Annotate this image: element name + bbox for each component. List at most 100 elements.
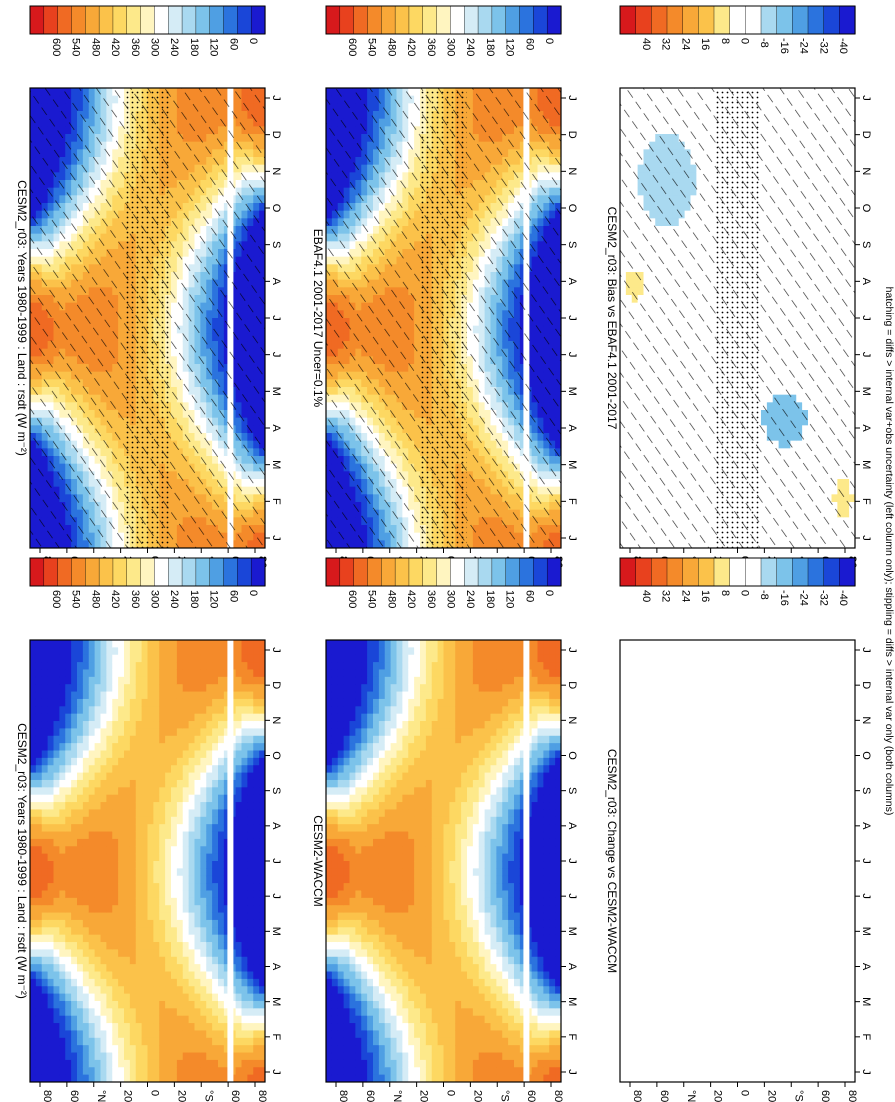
colorbar-label: 240 [168, 590, 180, 608]
month-tick-label: A [860, 822, 872, 830]
colorbar-label: 32 [660, 38, 672, 50]
colorbar-label: 360 [425, 38, 437, 56]
lat-tick-label: 80 [552, 1090, 564, 1102]
colorbar-label: -24 [798, 590, 810, 606]
lat-tick-label: °S [498, 1090, 510, 1102]
colorbar-swatch [237, 557, 252, 587]
colorbar-swatch [745, 5, 762, 35]
colorbar-frame [29, 5, 266, 35]
colorbar-swatch [464, 5, 479, 35]
month-tick-label: J [566, 647, 578, 653]
colorbar-swatch [823, 5, 840, 35]
month-tick-label: O [860, 204, 872, 213]
lat-tick-label: 20 [712, 1090, 724, 1102]
month-tick-label: S [270, 787, 282, 794]
colorbar-swatch [635, 5, 652, 35]
colorbar-swatch [339, 557, 355, 587]
figure-footnote: hatching = diffs > internal var+obs unce… [883, 287, 895, 816]
colorbar-swatch [619, 557, 637, 587]
lat-tick-label: 20 [765, 1090, 777, 1102]
month-tick-label: J [566, 352, 578, 358]
month-tick-label: F [860, 1033, 872, 1040]
colorbar-label: -40 [837, 38, 849, 54]
month-tick-label: J [860, 315, 872, 321]
month-tick-label: O [566, 204, 578, 213]
panel-title: CESM2_r03: Years 1980-1999 : Land : rsdt… [15, 723, 29, 999]
colorbar-label: 480 [89, 38, 101, 56]
month-tick-label: S [566, 241, 578, 248]
colorbar-swatch [505, 5, 521, 35]
month-tick-label: A [860, 963, 872, 971]
colorbar-swatch [729, 557, 746, 587]
colorbar-swatch [422, 5, 438, 35]
colorbar-swatch [381, 557, 396, 587]
colorbar-label: 180 [484, 38, 496, 56]
month-tick-label: N [270, 167, 282, 175]
colorbar-swatch [713, 557, 731, 587]
colorbar-swatch [745, 557, 762, 587]
colorbar-label: 40 [640, 590, 652, 602]
colorbar-label: 60 [227, 38, 239, 50]
colorbar-swatch [776, 557, 793, 587]
colorbar-label: 0 [247, 590, 259, 596]
colorbar-label: 480 [385, 590, 397, 608]
colorbar-label: 8 [719, 590, 731, 596]
month-tick-label: S [860, 787, 872, 794]
colorbar-swatch [408, 5, 424, 35]
month-tick-label: S [270, 241, 282, 248]
colorbar-swatch [126, 557, 142, 587]
month-tick-label: J [566, 893, 578, 899]
colorbar-swatch [394, 557, 410, 587]
month-tick-label: J [860, 1069, 872, 1075]
colorbar-swatch [57, 5, 73, 35]
month-tick-label: S [566, 787, 578, 794]
colorbar-swatch [353, 5, 369, 35]
colorbar-frame [325, 5, 562, 35]
colorbar-label: -16 [778, 38, 790, 54]
month-tick-label: J [860, 647, 872, 653]
colorbar-label: 0 [543, 590, 555, 596]
colorbar-swatch [698, 5, 715, 35]
colorbar-swatch [546, 557, 562, 587]
colorbar-swatch [223, 557, 238, 587]
month-tick-label: J [860, 858, 872, 864]
month-tick-label: N [566, 716, 578, 724]
month-tick-label: O [270, 751, 282, 760]
colorbar-swatch [533, 557, 548, 587]
month-tick-label: S [860, 241, 872, 248]
month-tick-label: A [270, 424, 282, 432]
colorbar-swatch [140, 5, 156, 35]
month-tick-label: J [860, 95, 872, 101]
colorbar-label: 600 [50, 38, 62, 56]
colorbar-label: 120 [208, 590, 220, 608]
month-tick-label: A [566, 424, 578, 432]
month-tick-label: D [270, 131, 282, 139]
colorbar-label: 0 [247, 38, 259, 44]
colorbar-swatch [112, 5, 128, 35]
colorbar-swatch [792, 557, 809, 587]
colorbar-label: 540 [366, 590, 378, 608]
colorbar-swatch [666, 5, 684, 35]
month-tick-label: F [566, 498, 578, 505]
colorbar-label: 180 [188, 38, 200, 56]
colorbar-label: 24 [679, 38, 691, 50]
lat-tick-label: 60 [229, 1090, 241, 1102]
colorbar-label: 540 [70, 38, 82, 56]
month-tick-label: A [566, 963, 578, 971]
colorbar-swatch [57, 557, 73, 587]
colorbar-label: 360 [425, 590, 437, 608]
colorbar-swatch [154, 557, 169, 587]
colorbar-label: 120 [208, 38, 220, 56]
colorbar-label: -24 [798, 38, 810, 54]
stippling [714, 88, 761, 548]
lat-tick-label: 80 [631, 1090, 643, 1102]
colorbar-swatch [839, 5, 856, 35]
month-tick-label: O [566, 751, 578, 760]
month-tick-label: J [270, 535, 282, 541]
month-tick-label: J [566, 1069, 578, 1075]
colorbar-label: 180 [484, 590, 496, 608]
colorbar-swatch [651, 557, 668, 587]
colorbar-label: 40 [640, 38, 652, 50]
colorbar-label: 180 [188, 590, 200, 608]
